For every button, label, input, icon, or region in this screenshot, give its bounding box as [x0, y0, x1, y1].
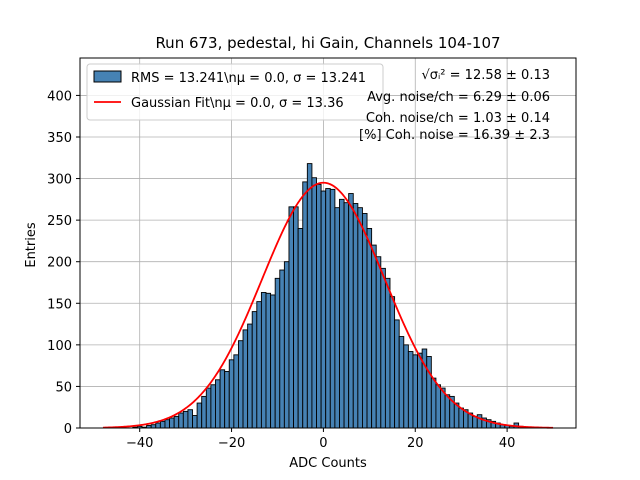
- histogram-bar: [187, 409, 193, 429]
- histogram-bar: [444, 394, 451, 429]
- annotation-coh-noise: Coh. noise/ch = 1.03 ± 0.14: [366, 111, 550, 126]
- histogram-bar: [224, 371, 230, 429]
- histogram-bar: [407, 351, 414, 429]
- annotation-sigma: √σᵢ² = 12.58 ± 0.13: [421, 68, 550, 83]
- y-tick-label: 350: [47, 131, 72, 146]
- histogram-bar: [361, 213, 368, 429]
- histogram-bar: [178, 412, 184, 429]
- histogram-bar: [306, 163, 313, 429]
- histogram-bar: [325, 188, 331, 429]
- histogram-bar: [371, 244, 377, 429]
- histogram-bar: [265, 292, 272, 429]
- histogram-bar: [343, 202, 350, 429]
- histogram-bar: [352, 203, 359, 429]
- histogram-bar: [288, 206, 295, 429]
- histogram-bar: [366, 227, 373, 429]
- axes-frame: [79, 57, 577, 429]
- histogram-bar: [201, 395, 207, 429]
- histogram-bar: [215, 379, 221, 429]
- y-tick-label: 150: [47, 297, 72, 312]
- legend: RMS = 13.241\nμ = 0.0, σ = 13.241 Gaussi…: [86, 63, 384, 121]
- histogram-bar: [260, 292, 267, 429]
- histogram-bar: [430, 377, 437, 429]
- legend-patch-histogram: [93, 70, 122, 83]
- legend-box: [86, 63, 384, 121]
- histogram-bar: [311, 177, 317, 429]
- histogram-bar: [316, 183, 322, 429]
- histogram-bar: [256, 301, 262, 429]
- histogram-bar: [302, 181, 308, 429]
- chart-title: Run 673, pedestal, hi Gain, Channels 104…: [155, 34, 500, 52]
- histogram-bar: [182, 410, 189, 429]
- histogram-bar: [435, 384, 441, 429]
- histogram-bar: [228, 359, 235, 429]
- histogram-bars: [132, 163, 529, 429]
- histogram-bar: [233, 354, 239, 429]
- histogram-bar: [274, 277, 281, 429]
- legend-label-gaussian: Gaussian Fit\nμ = 0.0, σ = 13.36: [131, 96, 344, 111]
- histogram-bar: [389, 296, 396, 429]
- histogram-bar: [192, 415, 198, 429]
- histogram-bar: [219, 369, 226, 429]
- histogram-bar: [205, 387, 212, 429]
- y-tick-label: 400: [47, 89, 72, 104]
- histogram-bar: [412, 354, 419, 429]
- histogram-bar: [375, 256, 382, 429]
- gaussian-fit-line: [102, 181, 554, 429]
- annotation-avg-noise: Avg. noise/ch = 6.29 ± 0.06: [367, 90, 550, 105]
- histogram-bar: [293, 206, 299, 429]
- histogram-bar: [458, 407, 464, 429]
- histogram-bar: [357, 207, 363, 429]
- noise-annotations: √σᵢ² = 12.58 ± 0.13 Avg. noise/ch = 6.29…: [359, 68, 550, 143]
- histogram-bar: [329, 188, 336, 429]
- histogram-bar: [210, 384, 216, 429]
- histogram-bar: [472, 415, 478, 429]
- y-tick-label: 300: [47, 173, 72, 188]
- histogram-bar: [155, 422, 161, 429]
- histogram-bar: [242, 329, 249, 429]
- histogram-bar: [417, 352, 423, 429]
- plot-frame: [79, 57, 577, 429]
- histogram-bar: [196, 402, 203, 429]
- histogram-bar: [297, 227, 304, 429]
- histogram-bar: [237, 340, 244, 429]
- x-tick-label: 0: [319, 436, 327, 451]
- histogram-bar: [348, 193, 354, 429]
- x-tick-label: 20: [407, 436, 424, 451]
- y-tick-label: 250: [47, 214, 72, 229]
- y-tick-label: 0: [64, 422, 72, 437]
- histogram-bar: [173, 415, 180, 429]
- histogram-bar: [283, 261, 290, 429]
- legend-label-histogram: RMS = 13.241\nμ = 0.0, σ = 13.241: [131, 71, 366, 86]
- histogram-bar: [251, 311, 258, 429]
- x-axis-label: ADC Counts: [289, 456, 367, 471]
- histogram-bar: [159, 420, 166, 429]
- histogram-bar: [339, 198, 345, 429]
- histogram-bar: [247, 323, 253, 429]
- histogram-bar: [426, 356, 432, 429]
- histogram-bar: [394, 319, 400, 429]
- histogram-bar: [380, 267, 386, 429]
- annotation-coh-noise-percent: [%] Coh. noise = 16.39 ± 2.3: [359, 128, 550, 143]
- histogram-bar: [384, 277, 391, 429]
- histogram-bar: [169, 417, 175, 429]
- histogram-bar: [403, 344, 409, 429]
- y-tick-label: 50: [55, 380, 72, 395]
- y-tick-label: 100: [47, 339, 72, 354]
- x-tick-label: −20: [218, 436, 245, 451]
- histogram-bar: [476, 414, 483, 429]
- histogram-bar: [398, 336, 405, 429]
- x-tick-label: 40: [499, 436, 516, 451]
- gaussian-fit-layer: [102, 181, 554, 429]
- histogram-bar: [334, 207, 340, 429]
- histogram-bar: [164, 419, 171, 429]
- y-axis-label: Entries: [24, 222, 39, 268]
- histogram-bar: [320, 190, 327, 429]
- y-tick-label: 200: [47, 256, 72, 271]
- histogram-bar: [270, 294, 276, 429]
- x-tick-label: −40: [126, 436, 153, 451]
- histogram-bar: [279, 269, 285, 429]
